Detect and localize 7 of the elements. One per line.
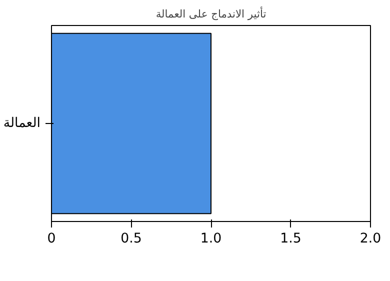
chart-title: تأثير الاندماج على العمالة: [156, 6, 266, 20]
x-tick-label: 0.5: [120, 232, 142, 246]
x-tick-label: 2.0: [360, 232, 382, 246]
x-tick-label: 1.0: [200, 232, 222, 246]
y-tick-label: العمالة: [3, 116, 41, 131]
x-tick-label: 0: [47, 232, 56, 246]
x-tick-label: 1.5: [280, 232, 302, 246]
